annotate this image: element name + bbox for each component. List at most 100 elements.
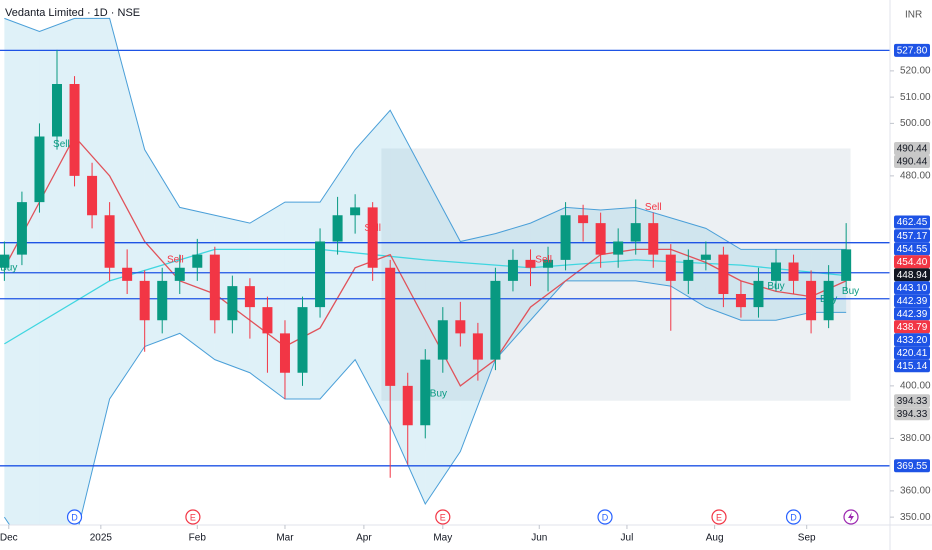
y-tick-label: 500.00 — [900, 118, 931, 129]
y-tick-label: 480.00 — [900, 171, 931, 182]
price-label-box — [894, 320, 930, 334]
candle-body — [420, 359, 431, 426]
event-marker[interactable] — [66, 509, 83, 525]
candle-body — [0, 254, 10, 268]
signal-label: Sell — [364, 223, 381, 234]
candle-body — [367, 207, 378, 268]
price-label-box — [894, 294, 930, 308]
event-marker[interactable] — [185, 509, 201, 525]
candle-body — [34, 136, 45, 203]
candle-body — [665, 254, 676, 281]
price-label: 394.33 — [897, 396, 928, 407]
price-label: 369.55 — [897, 461, 928, 472]
band-fill — [39, 18, 75, 525]
price-label-box — [894, 359, 930, 373]
candle-body — [16, 202, 27, 255]
candle-body — [560, 215, 571, 260]
price-label-box — [894, 459, 930, 473]
candle-body — [823, 280, 834, 321]
candle-body — [525, 259, 536, 268]
signal-label: Buy — [820, 294, 837, 305]
candle-body — [841, 249, 852, 281]
candle-body — [244, 286, 255, 308]
event-label: E — [716, 512, 722, 522]
signal-label: Sell — [645, 202, 662, 213]
event-marker[interactable] — [785, 509, 802, 525]
x-tick-label: Jul — [621, 533, 634, 544]
candle-body — [174, 267, 185, 281]
x-tick-label: Mar — [276, 533, 294, 544]
price-label: 438.79 — [897, 322, 928, 333]
y-tick-label: 360.00 — [900, 486, 931, 497]
price-label: 415.14 — [897, 361, 928, 372]
event-marker[interactable] — [435, 509, 451, 525]
event-label: E — [190, 512, 196, 522]
candle-body — [262, 307, 273, 334]
candle-body — [735, 294, 746, 308]
band-upper — [4, 17, 847, 250]
candle-body — [543, 259, 554, 268]
event-label: D — [790, 512, 797, 522]
price-label-box — [894, 333, 930, 347]
signal-label: Sell — [53, 139, 70, 150]
price-label-box — [894, 229, 930, 243]
candle-body — [788, 262, 799, 281]
x-tick-label: Jun — [531, 533, 547, 544]
price-label: 442.39 — [897, 309, 928, 320]
x-tick-label: Apr — [356, 533, 372, 544]
price-label: 443.10 — [897, 283, 928, 294]
candle-body — [51, 84, 62, 137]
price-label: 462.45 — [897, 217, 928, 228]
price-label-box — [894, 154, 930, 168]
y-tick-label: 380.00 — [900, 433, 931, 444]
price-label-box — [894, 255, 930, 269]
candle-body — [402, 385, 413, 426]
price-label: 454.55 — [897, 244, 928, 255]
y-tick-label: 520.00 — [900, 66, 931, 77]
candle-body — [683, 259, 694, 281]
lightning-event[interactable] — [843, 509, 859, 525]
y-tick-label: 400.00 — [900, 381, 931, 392]
candle-body — [332, 215, 343, 242]
band-fill — [179, 207, 215, 360]
band-fill — [4, 18, 40, 525]
candle-body — [385, 267, 396, 386]
x-tick-label: Aug — [706, 533, 724, 544]
signal-label: Buy — [842, 286, 859, 297]
event-marker[interactable] — [597, 509, 613, 525]
candle-body — [157, 280, 168, 321]
candle-body — [507, 259, 518, 281]
currency[interactable]: INR — [905, 10, 922, 21]
price-label: 454.40 — [897, 257, 928, 268]
chart-title: Vedanta Limited · 1D · NSE — [5, 7, 140, 19]
y-tick-label: 350.00 — [900, 512, 931, 523]
price-label-box — [894, 141, 930, 155]
x-tick-label: Dec — [0, 533, 18, 544]
price-label: 457.17 — [897, 231, 928, 242]
candle-body — [315, 241, 326, 308]
price-label-box — [894, 43, 930, 57]
candle-body — [648, 223, 659, 255]
price-label-box — [894, 281, 930, 295]
candle-body — [700, 254, 711, 260]
candle-body — [771, 262, 782, 281]
y-tick-label: 510.00 — [900, 92, 931, 103]
price-label: 433.20 — [897, 335, 928, 346]
candle-body — [192, 254, 203, 268]
candle-body — [350, 207, 361, 216]
candle-body — [279, 333, 290, 373]
signal-label: Buy — [0, 262, 17, 273]
candle-body — [455, 320, 466, 334]
price-label-box — [894, 407, 930, 421]
signal-label: Buy — [430, 388, 447, 399]
event-marker[interactable] — [711, 509, 727, 525]
price-label: 490.44 — [897, 144, 928, 155]
candle-body — [87, 175, 98, 216]
x-tick-label: Feb — [189, 533, 207, 544]
candle-body — [578, 215, 589, 224]
candle-body — [437, 320, 448, 360]
candle-body — [122, 267, 133, 281]
plot-area: Buy Sell Sell Sell Buy Sell Sell Buy Buy Buy — [0, 17, 890, 525]
signal-label: Buy — [767, 281, 784, 292]
